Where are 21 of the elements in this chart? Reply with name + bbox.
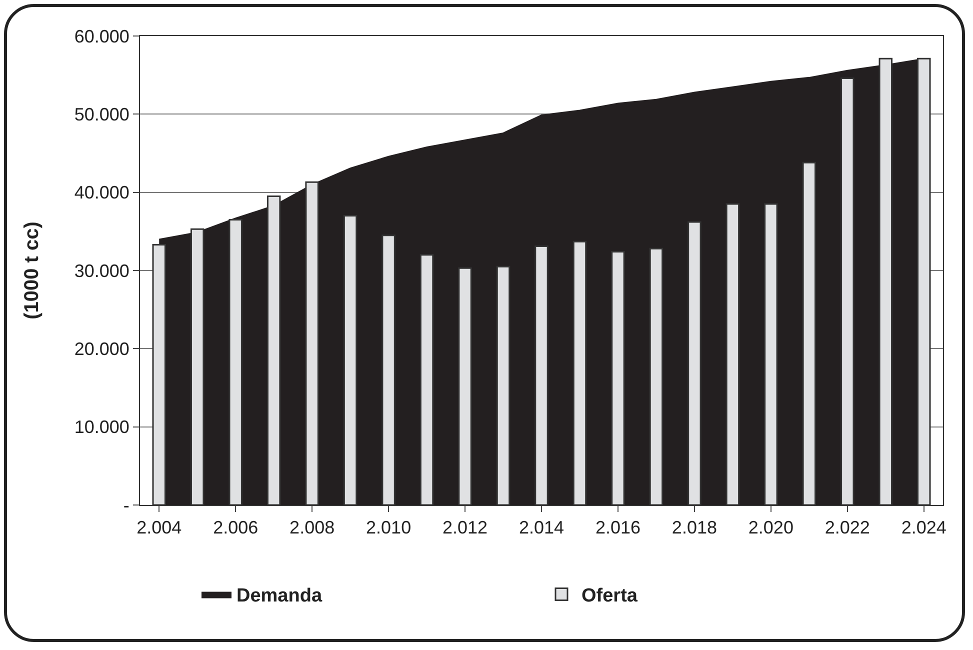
y-tick-label: 40.000: [74, 182, 130, 203]
x-tick-label: 2.020: [748, 518, 794, 538]
x-tick-label: 2.016: [595, 518, 641, 538]
x-tick-label: 2.008: [290, 518, 335, 538]
x-tick-label: 2.004: [136, 518, 182, 538]
x-tick-label: 2.014: [518, 518, 564, 538]
y-tick-label: -: [123, 495, 130, 516]
y-tick-label: 20.000: [74, 338, 130, 359]
y-tick-label: 10.000: [74, 417, 130, 438]
x-tick-label: 2.012: [442, 518, 488, 538]
x-tick-label: 2.010: [366, 518, 412, 538]
y-axis-title: (1000 t cc): [20, 222, 43, 320]
legend-label: Oferta: [582, 586, 638, 607]
x-tick-label: 2.022: [824, 518, 870, 538]
y-tick-label: 30.000: [74, 260, 130, 281]
legend-label: Demanda: [236, 586, 322, 607]
y-tick-label: 50.000: [74, 104, 130, 124]
y-tick-label: 60.000: [74, 26, 130, 46]
x-tick-label: 2.006: [213, 518, 258, 538]
x-tick-label: 2.018: [672, 518, 717, 538]
x-tick-label: 2.024: [901, 518, 946, 538]
